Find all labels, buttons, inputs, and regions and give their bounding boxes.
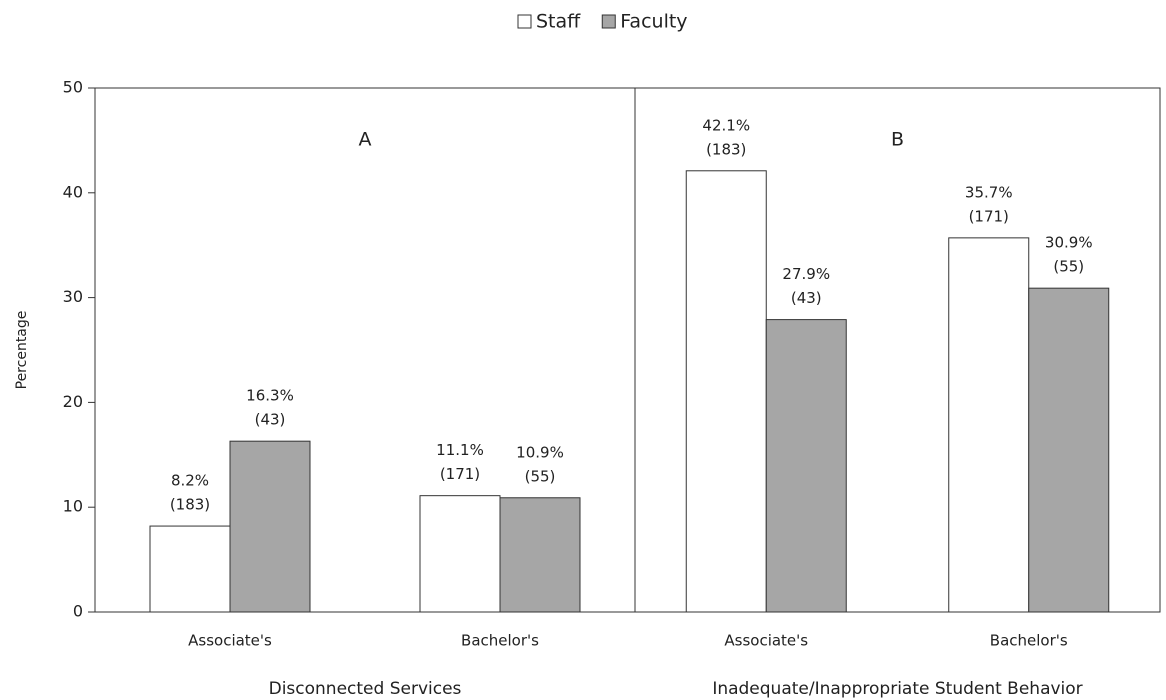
y-tick-label: 50 xyxy=(63,78,83,97)
x-tick-label: Bachelor's xyxy=(990,632,1068,650)
n-label: (171) xyxy=(969,207,1009,225)
panel-label: B xyxy=(891,129,904,151)
n-label: (55) xyxy=(525,467,556,485)
n-label: (43) xyxy=(255,411,286,429)
value-label: 35.7% xyxy=(965,183,1013,201)
n-label: (43) xyxy=(791,289,822,307)
bar xyxy=(499,497,581,613)
bar xyxy=(1028,287,1110,613)
bar xyxy=(765,319,847,613)
group-title: Disconnected Services xyxy=(269,679,462,699)
value-label: 27.9% xyxy=(782,265,830,283)
y-tick-label: 40 xyxy=(63,182,83,201)
group-title: Inadequate/Inappropriate Student Behavio… xyxy=(712,679,1082,699)
panel-label: A xyxy=(359,129,372,151)
legend-label: Staff xyxy=(536,11,581,33)
bar xyxy=(419,495,501,613)
value-label: 30.9% xyxy=(1045,234,1093,252)
plot-frame xyxy=(94,87,1161,613)
x-tick-label: Associate's xyxy=(724,632,808,650)
x-tick-label: Bachelor's xyxy=(461,632,539,650)
legend-swatch xyxy=(601,14,616,29)
n-label: (183) xyxy=(706,140,746,158)
n-label: (171) xyxy=(440,465,480,483)
x-tick-label: Associate's xyxy=(188,632,272,650)
y-tick-label: 20 xyxy=(63,392,83,411)
bar xyxy=(685,170,767,613)
y-tick-label: 0 xyxy=(73,602,83,621)
y-axis-label: Percentage xyxy=(14,311,30,390)
n-label: (55) xyxy=(1053,258,1084,276)
legend-label: Faculty xyxy=(620,11,687,33)
bar xyxy=(229,440,311,613)
value-label: 11.1% xyxy=(436,441,484,459)
legend-swatch xyxy=(517,14,532,29)
y-tick-label: 10 xyxy=(63,497,83,516)
bar xyxy=(149,525,231,613)
bar xyxy=(948,237,1030,613)
value-label: 42.1% xyxy=(702,116,750,134)
value-label: 16.3% xyxy=(246,387,294,405)
value-label: 10.9% xyxy=(516,443,564,461)
n-label: (183) xyxy=(170,496,210,514)
value-label: 8.2% xyxy=(171,472,209,490)
y-tick-label: 30 xyxy=(63,287,83,306)
